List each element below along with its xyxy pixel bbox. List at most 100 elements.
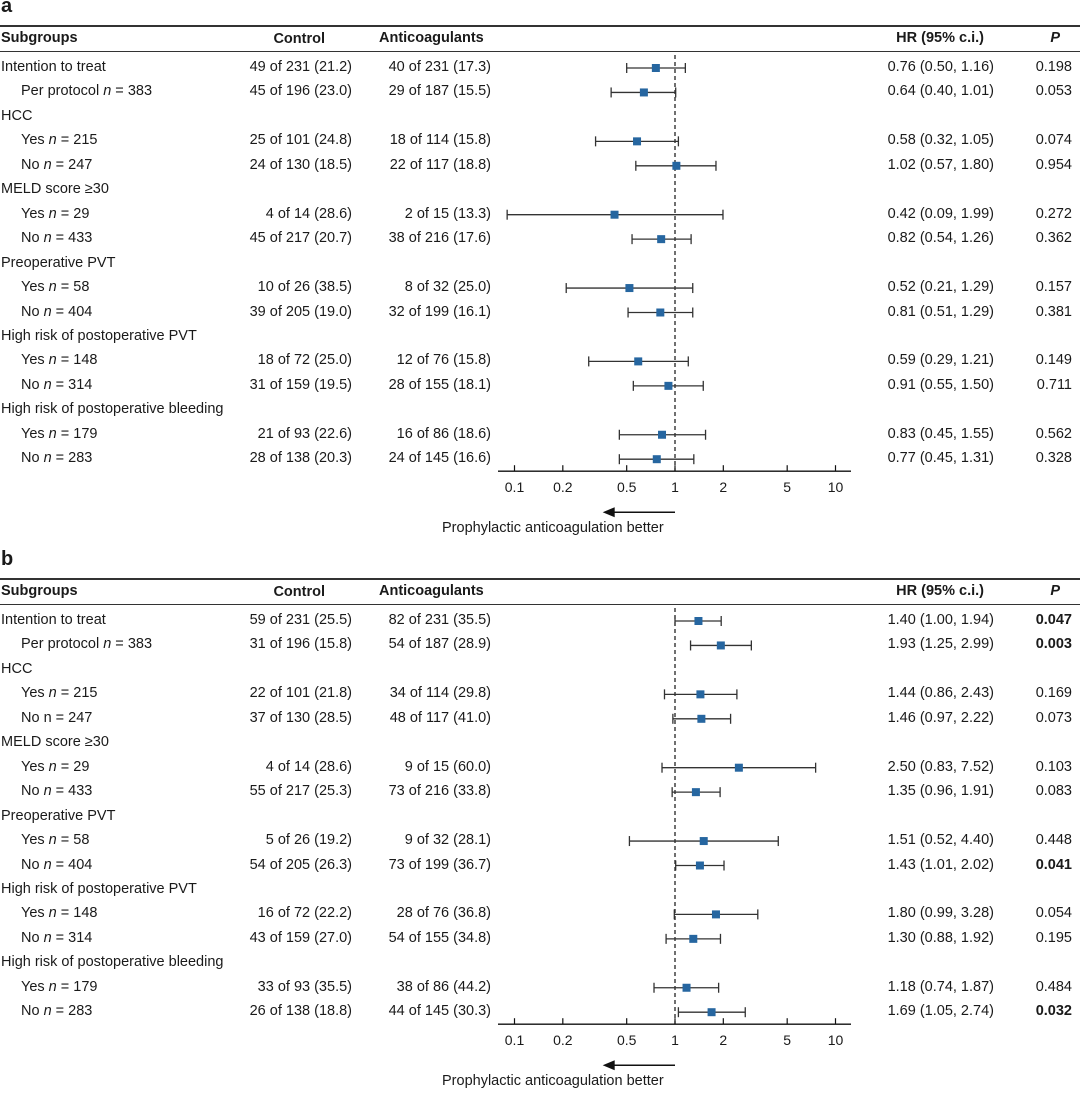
subgroup-name: Yes [21, 352, 45, 369]
n-value: 29 [73, 205, 90, 222]
subgroup-label: No n = 433 [21, 230, 92, 246]
n-eq: = [56, 205, 74, 222]
subgroup-label: Intention to treat [1, 59, 106, 75]
hr-point-marker [652, 455, 661, 464]
n-eq: = [111, 636, 128, 653]
subgroup-label: Yes n = 215 [21, 685, 97, 701]
hr-ci-value: 1.69 (1.05, 2.74) [887, 1003, 994, 1020]
subgroup-header: HCC [1, 660, 33, 677]
subgroup-name: No [21, 783, 40, 800]
hr-point-marker [651, 64, 660, 72]
subgroup-name: No [21, 929, 40, 946]
hr-point-marker [695, 861, 704, 870]
subgroup-header: High risk of postoperative PVT [1, 880, 197, 897]
hr-ci-value: 1.93 (1.25, 2.99) [887, 636, 994, 653]
control-events: 55 of 217 (25.3) [249, 783, 352, 800]
n-value: 383 [127, 83, 153, 100]
p-value: 0.073 [1035, 709, 1072, 726]
subgroup-name: No [21, 303, 40, 320]
x-tick-label: 5 [783, 479, 791, 495]
x-tick-label: 0.1 [505, 1032, 525, 1048]
x-tick-label: 0.5 [617, 479, 637, 495]
p-value: 0.003 [1035, 636, 1072, 653]
n-value: 247 [68, 709, 93, 726]
n-eq: = [56, 978, 74, 995]
p-value: 0.103 [1035, 758, 1072, 775]
n-value: 179 [73, 425, 98, 442]
n-eq: = [51, 709, 69, 726]
hr-point-marker [682, 983, 691, 992]
n-symbol: n [44, 132, 57, 149]
header-anticoagulants: Anticoagulants [379, 30, 484, 46]
subgroup-label: Yes n = 29 [21, 206, 89, 222]
p-value: 0.032 [1035, 1003, 1072, 1020]
hr-point-marker [699, 837, 708, 846]
x-tick-label: 10 [828, 479, 844, 495]
control-events: 59 of 231 (25.5) [249, 612, 352, 628]
n-value: 148 [73, 352, 98, 369]
anticoagulant-events: 28 of 155 (18.1) [388, 376, 491, 393]
control-events: 25 of 101 (24.8) [249, 132, 352, 149]
n-symbol: n [44, 905, 57, 922]
anticoagulant-events: 54 of 187 (28.9) [388, 636, 491, 653]
n-eq: = [111, 83, 128, 100]
p-value: 0.047 [1035, 612, 1072, 628]
hr-ci-value: 1.02 (0.57, 1.80) [887, 156, 994, 173]
n-eq: = [51, 929, 69, 946]
anticoagulant-events: 73 of 216 (33.8) [388, 783, 491, 800]
header-hr: HR (95% c.i.) [896, 30, 984, 46]
subgroup-header: High risk of postoperative bleeding [1, 954, 224, 971]
subgroup-name: Yes [21, 758, 45, 775]
n-symbol: n [99, 83, 112, 100]
hr-ci-value: 0.42 (0.09, 1.99) [887, 205, 994, 222]
n-symbol: n [39, 929, 52, 946]
subgroup-label: Yes n = 148 [21, 905, 97, 921]
n-value: 215 [73, 132, 98, 149]
header-control: Control [273, 584, 325, 600]
control-events: 33 of 93 (35.5) [257, 978, 352, 995]
subgroup-name: No [21, 709, 40, 726]
n-eq: = [56, 758, 74, 775]
subgroup-label: Yes n = 179 [21, 979, 97, 995]
n-eq: = [51, 783, 69, 800]
n-symbol: n [44, 978, 57, 995]
subgroup-label: Yes n = 215 [21, 132, 97, 148]
n-eq: = [51, 230, 69, 247]
control-events: 24 of 130 (18.5) [249, 156, 352, 173]
hr-point-marker [716, 641, 725, 650]
subgroup-label: Per protocol n = 383 [21, 83, 152, 99]
control-events: 45 of 196 (23.0) [249, 83, 352, 100]
hr-point-marker [610, 210, 619, 219]
n-value: 314 [68, 929, 93, 946]
subgroup-label: No n = 433 [21, 783, 92, 799]
p-value: 0.054 [1035, 905, 1072, 922]
hr-point-marker [633, 137, 642, 146]
anticoagulant-events: 32 of 199 (16.1) [388, 303, 491, 320]
n-symbol: n [39, 376, 52, 393]
subgroup-name: Yes [21, 978, 45, 995]
subgroup-name: No [21, 230, 40, 247]
subgroup-label: Yes n = 148 [21, 352, 97, 368]
anticoagulant-events: 12 of 76 (15.8) [396, 352, 491, 369]
header-control: Control [273, 31, 325, 47]
control-events: 10 of 26 (38.5) [257, 279, 352, 296]
anticoagulant-events: 40 of 231 (17.3) [388, 59, 491, 75]
n-symbol: n [99, 636, 112, 653]
hr-point-marker [691, 788, 700, 797]
x-tick-label: 0.2 [553, 1032, 573, 1048]
header-hr: HR (95% c.i.) [896, 583, 984, 599]
n-value: 29 [73, 758, 90, 775]
p-value: 0.195 [1035, 929, 1072, 946]
subgroup-label: Yes n = 29 [21, 759, 89, 775]
n-value: 247 [68, 156, 93, 173]
anticoagulant-events: 34 of 114 (29.8) [389, 685, 491, 702]
subgroup-label: Intention to treat [1, 612, 106, 628]
subgroup-header: Preoperative PVT [1, 254, 116, 271]
subgroup-name: Yes [21, 905, 45, 922]
control-events: 37 of 130 (28.5) [249, 709, 352, 726]
x-tick-label: 5 [783, 1032, 791, 1048]
p-value: 0.448 [1035, 832, 1072, 849]
n-eq: = [56, 425, 74, 442]
n-symbol: n [39, 303, 52, 320]
n-eq: = [51, 156, 69, 173]
